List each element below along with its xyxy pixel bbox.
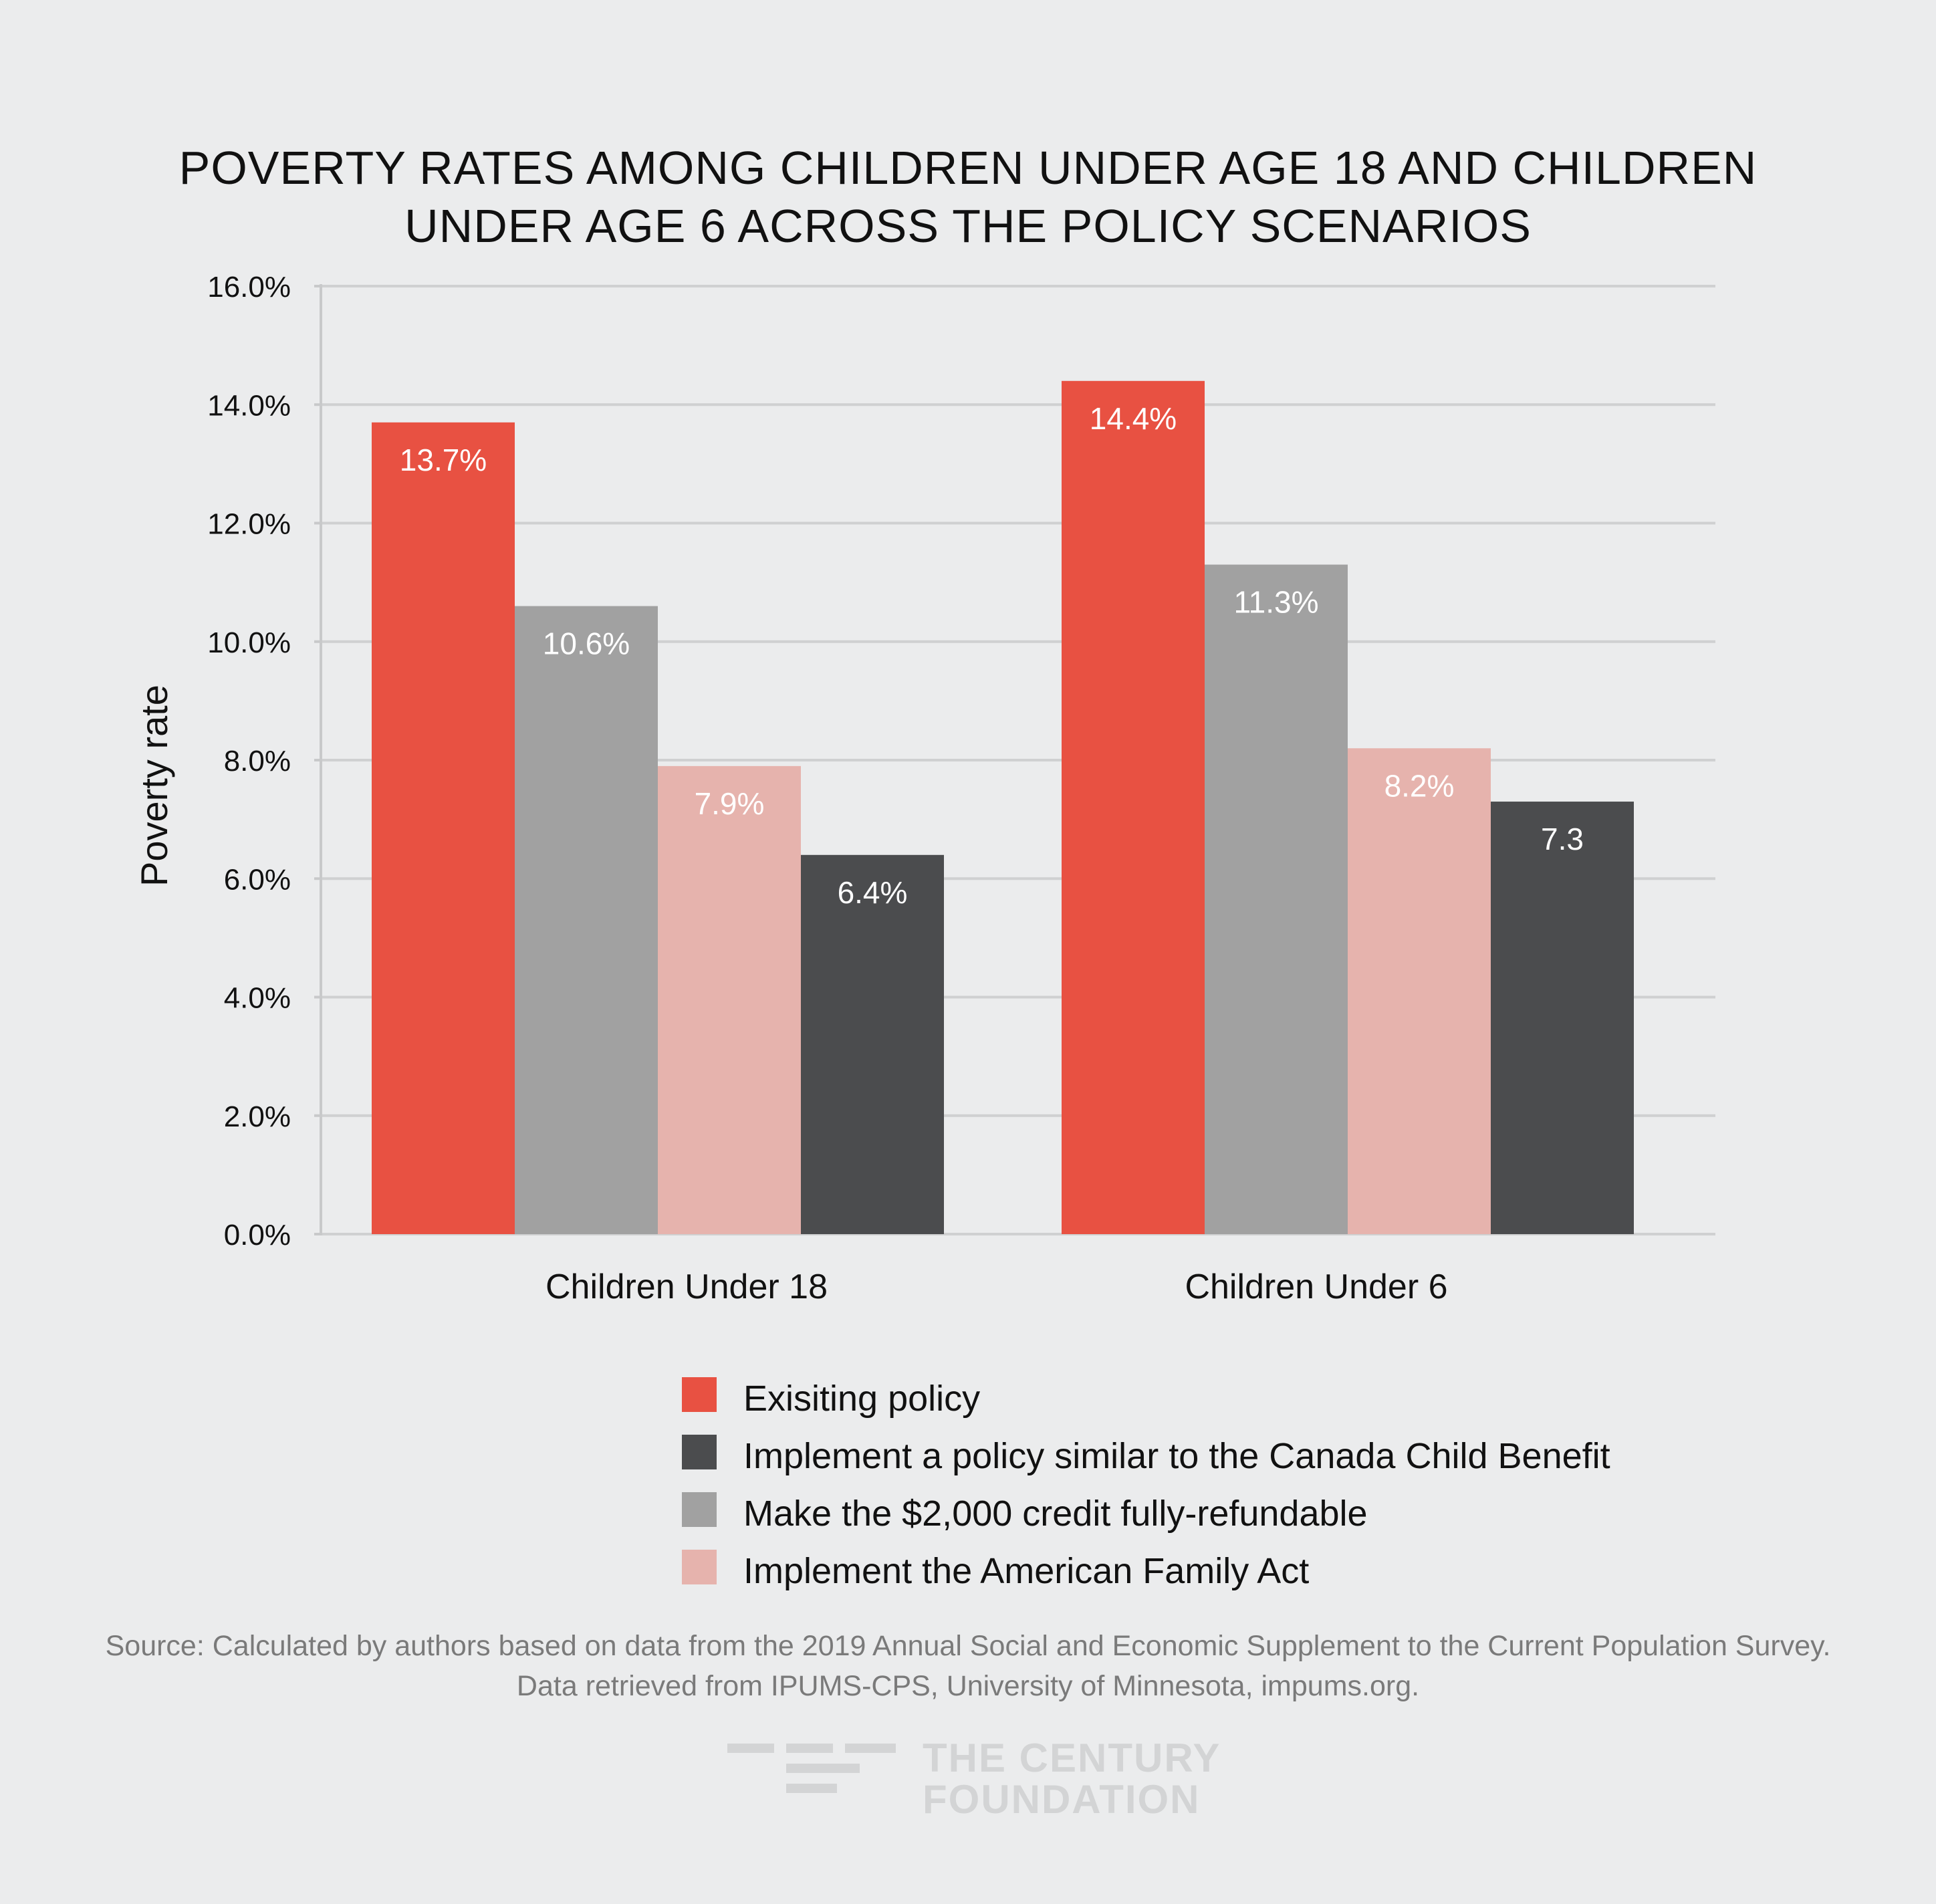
y-tick-label: 10.0% (207, 626, 291, 659)
legend-label-american-family-act: Implement the American Family Act (743, 1551, 1309, 1591)
data-label: 6.4% (838, 875, 908, 910)
data-labels: 13.7% 14.4% 10.6% 11.3% 7.9% 8.2% 6.4% 7.3 (400, 401, 1584, 910)
data-label: 7.9% (695, 786, 765, 821)
bar (1205, 564, 1348, 1234)
category-label-under-18: Children Under 18 (546, 1268, 828, 1306)
chart-title-line-1: POVERTY RATES AMONG CHILDREN UNDER AGE 1… (179, 142, 1758, 194)
y-tick-label: 0.0% (224, 1219, 291, 1252)
y-tick-label: 4.0% (224, 982, 291, 1015)
data-label: 10.6% (543, 626, 630, 661)
bar (1491, 802, 1634, 1234)
bar (801, 854, 944, 1234)
bar (658, 765, 801, 1234)
data-label: 7.3 (1541, 822, 1584, 856)
y-tick-label: 6.0% (224, 863, 291, 896)
source-line-2: Data retrieved from IPUMS-CPS, Universit… (517, 1670, 1419, 1702)
chart-title-line-2: UNDER AGE 6 ACROSS THE POLICY SCENARIOS (404, 200, 1532, 252)
bar (515, 606, 658, 1234)
y-tick-label: 12.0% (207, 508, 291, 541)
legend-label-canada-child-benefit: Implement a policy similar to the Canada… (743, 1436, 1610, 1476)
y-tick-label: 8.0% (224, 745, 291, 778)
y-tick-label: 16.0% (207, 271, 291, 304)
logo-text-line-2: FOUNDATION (923, 1777, 1201, 1822)
y-tick-label: 14.0% (207, 389, 291, 422)
bar (1062, 380, 1205, 1234)
legend-swatch-american-family-act (682, 1550, 717, 1584)
category-label-under-6: Children Under 6 (1185, 1268, 1447, 1306)
legend-swatch-refundable-credit (682, 1492, 717, 1527)
y-axis-label: Poverty rate (133, 685, 175, 886)
data-label: 8.2% (1384, 768, 1455, 803)
data-label: 13.7% (400, 443, 487, 477)
data-label: 14.4% (1090, 401, 1177, 436)
source-line-1: Source: Calculated by authors based on d… (106, 1630, 1831, 1662)
y-tick-label: 2.0% (224, 1100, 291, 1133)
legend-swatch-existing-policy (682, 1377, 717, 1412)
bar (1348, 748, 1491, 1234)
legend-label-refundable-credit: Make the $2,000 credit fully-refundable (743, 1494, 1368, 1534)
legend: Exisiting policy Implement a policy simi… (682, 1377, 1610, 1591)
legend-label-existing-policy: Exisiting policy (743, 1379, 980, 1419)
logo-text-line-1: THE CENTURY (923, 1736, 1221, 1780)
bars (372, 380, 1634, 1234)
century-foundation-logo-icon (727, 1744, 896, 1793)
legend-swatch-canada-child-benefit (682, 1435, 717, 1469)
y-axis-ticks: 0.0% 2.0% 4.0% 6.0% 8.0% 10.0% 12.0% 14.0% 16.0% (207, 271, 321, 1252)
bar (372, 422, 515, 1234)
data-label: 11.3% (1233, 585, 1318, 620)
